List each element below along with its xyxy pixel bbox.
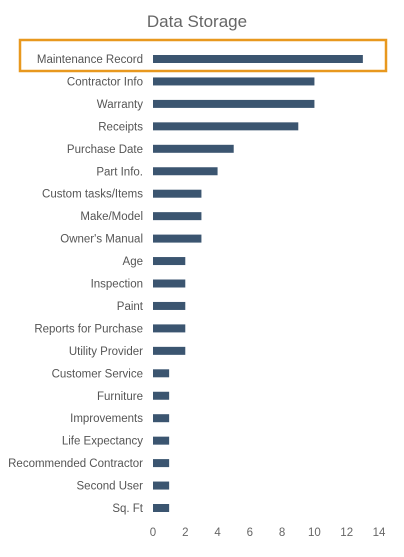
bar-utility-provider <box>153 346 186 355</box>
bar-make-model <box>153 212 202 221</box>
x-tick-label-4: 4 <box>214 527 221 539</box>
bar-part-info <box>153 167 218 176</box>
bar-warranty <box>153 99 315 108</box>
bar-sq-ft <box>153 504 170 512</box>
x-tick-label-2: 2 <box>182 527 188 539</box>
category-label-warranty: Warranty <box>97 99 143 111</box>
category-label-recommended-contractor: Recommended Contractor <box>8 458 143 470</box>
category-label-second-user: Second User <box>77 481 144 493</box>
x-tick-label-6: 6 <box>247 527 253 539</box>
bar-paint <box>153 301 186 310</box>
highlight-box <box>18 38 388 73</box>
bar-inspection <box>153 279 186 288</box>
category-label-reports-for-purchase: Reports for Purchase <box>34 323 143 335</box>
category-label-maintenance-record: Maintenance Record <box>37 54 143 66</box>
bar-customer-service <box>153 369 170 378</box>
x-tick-label-14: 14 <box>373 527 386 539</box>
bar-custom-tasks-items <box>153 189 202 198</box>
bar-maintenance-record <box>153 55 363 63</box>
bar-contractor-info <box>153 77 315 86</box>
category-label-contractor-info: Contractor Info <box>67 76 143 88</box>
bar-furniture <box>153 391 170 400</box>
category-label-furniture: Furniture <box>97 391 143 403</box>
category-label-improvements: Improvements <box>70 413 143 425</box>
x-axis-tick-labels: 0 2 4 6 8 10 12 14 <box>150 527 386 539</box>
category-label-sq-ft: Sq. Ft <box>112 503 143 515</box>
category-label-utility-provider: Utility Provider <box>69 346 143 358</box>
category-label-purchase-date: Purchase Date <box>67 144 143 156</box>
category-labels: Maintenance Record Contractor Info Warrant… <box>8 54 144 515</box>
category-label-make-model: Make/Model <box>80 211 143 223</box>
x-tick-label-0: 0 <box>150 527 156 539</box>
x-tick-label-8: 8 <box>279 527 285 539</box>
bar-purchase-date <box>153 144 234 153</box>
category-label-owner-s-manual: Owner's Manual <box>60 234 143 246</box>
category-label-inspection: Inspection <box>91 279 143 291</box>
category-label-customer-service: Customer Service <box>52 368 143 380</box>
category-label-custom-tasks-items: Custom tasks/Items <box>42 189 143 201</box>
category-label-receipts: Receipts <box>98 121 143 133</box>
category-label-age: Age <box>123 256 143 268</box>
x-tick-label-12: 12 <box>340 527 353 539</box>
bar-owner-s-manual <box>153 234 202 243</box>
bar-age <box>153 257 186 266</box>
chart-title: Data Storage <box>147 12 247 31</box>
category-label-part-info: Part Info. <box>96 166 143 178</box>
category-label-paint: Paint <box>117 301 144 313</box>
category-label-life-expectancy: Life Expectancy <box>62 436 143 448</box>
bar-improvements <box>153 414 170 423</box>
bar-life-expectancy <box>153 436 170 445</box>
x-tick-label-10: 10 <box>308 527 321 539</box>
bar-reports-for-purchase <box>153 324 186 333</box>
bars-layer <box>153 55 363 512</box>
bar-recommended-contractor <box>153 459 170 468</box>
bar-receipts <box>153 122 299 131</box>
bar-second-user <box>153 481 170 490</box>
